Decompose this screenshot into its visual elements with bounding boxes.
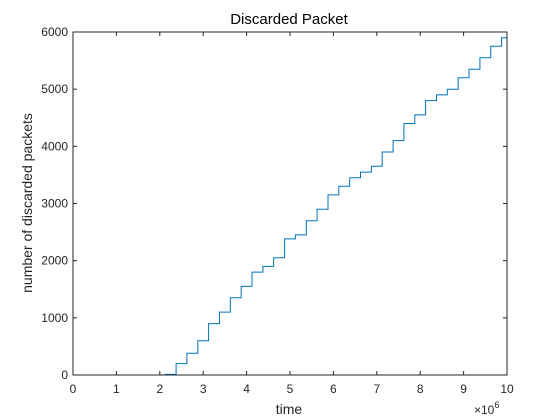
x-tick-label: 6 <box>330 382 337 396</box>
x-axis-label: time <box>276 401 303 417</box>
x-tick-label: 1 <box>113 382 120 396</box>
y-axis-label: number of discarded packets <box>19 113 35 293</box>
y-tick-label: 4000 <box>41 139 68 153</box>
x-exponent-base: ×10 <box>474 403 495 417</box>
ticks: 0 1 2 3 4 5 6 7 8 9 10 0 1000 2000 3000 4000 5000 6000 <box>41 25 514 396</box>
x-tick-label: 8 <box>417 382 424 396</box>
chart-title: Discarded Packet <box>230 11 348 28</box>
series-line-discarded-packets <box>73 37 507 376</box>
x-tick-label: 9 <box>460 382 467 396</box>
y-tick-label: 1000 <box>41 311 68 325</box>
x-tick-label: 4 <box>243 382 250 396</box>
y-tick-label: 0 <box>61 368 68 382</box>
x-tick-label: 10 <box>500 382 514 396</box>
x-tick-label: 2 <box>156 382 163 396</box>
y-tick-label: 5000 <box>41 82 68 96</box>
plot-box <box>72 31 508 376</box>
plot-area <box>73 32 507 375</box>
x-tick-label: 0 <box>70 382 77 396</box>
y-tick-label: 3000 <box>41 197 68 211</box>
y-tick-label: 2000 <box>41 254 68 268</box>
x-tick-label: 5 <box>287 382 294 396</box>
x-tick-label: 3 <box>200 382 207 396</box>
x-exponent-label: ×106 <box>474 400 499 417</box>
x-tick-label: 7 <box>373 382 380 396</box>
x-exponent-power: 6 <box>494 400 499 410</box>
y-tick-label: 6000 <box>41 25 68 39</box>
